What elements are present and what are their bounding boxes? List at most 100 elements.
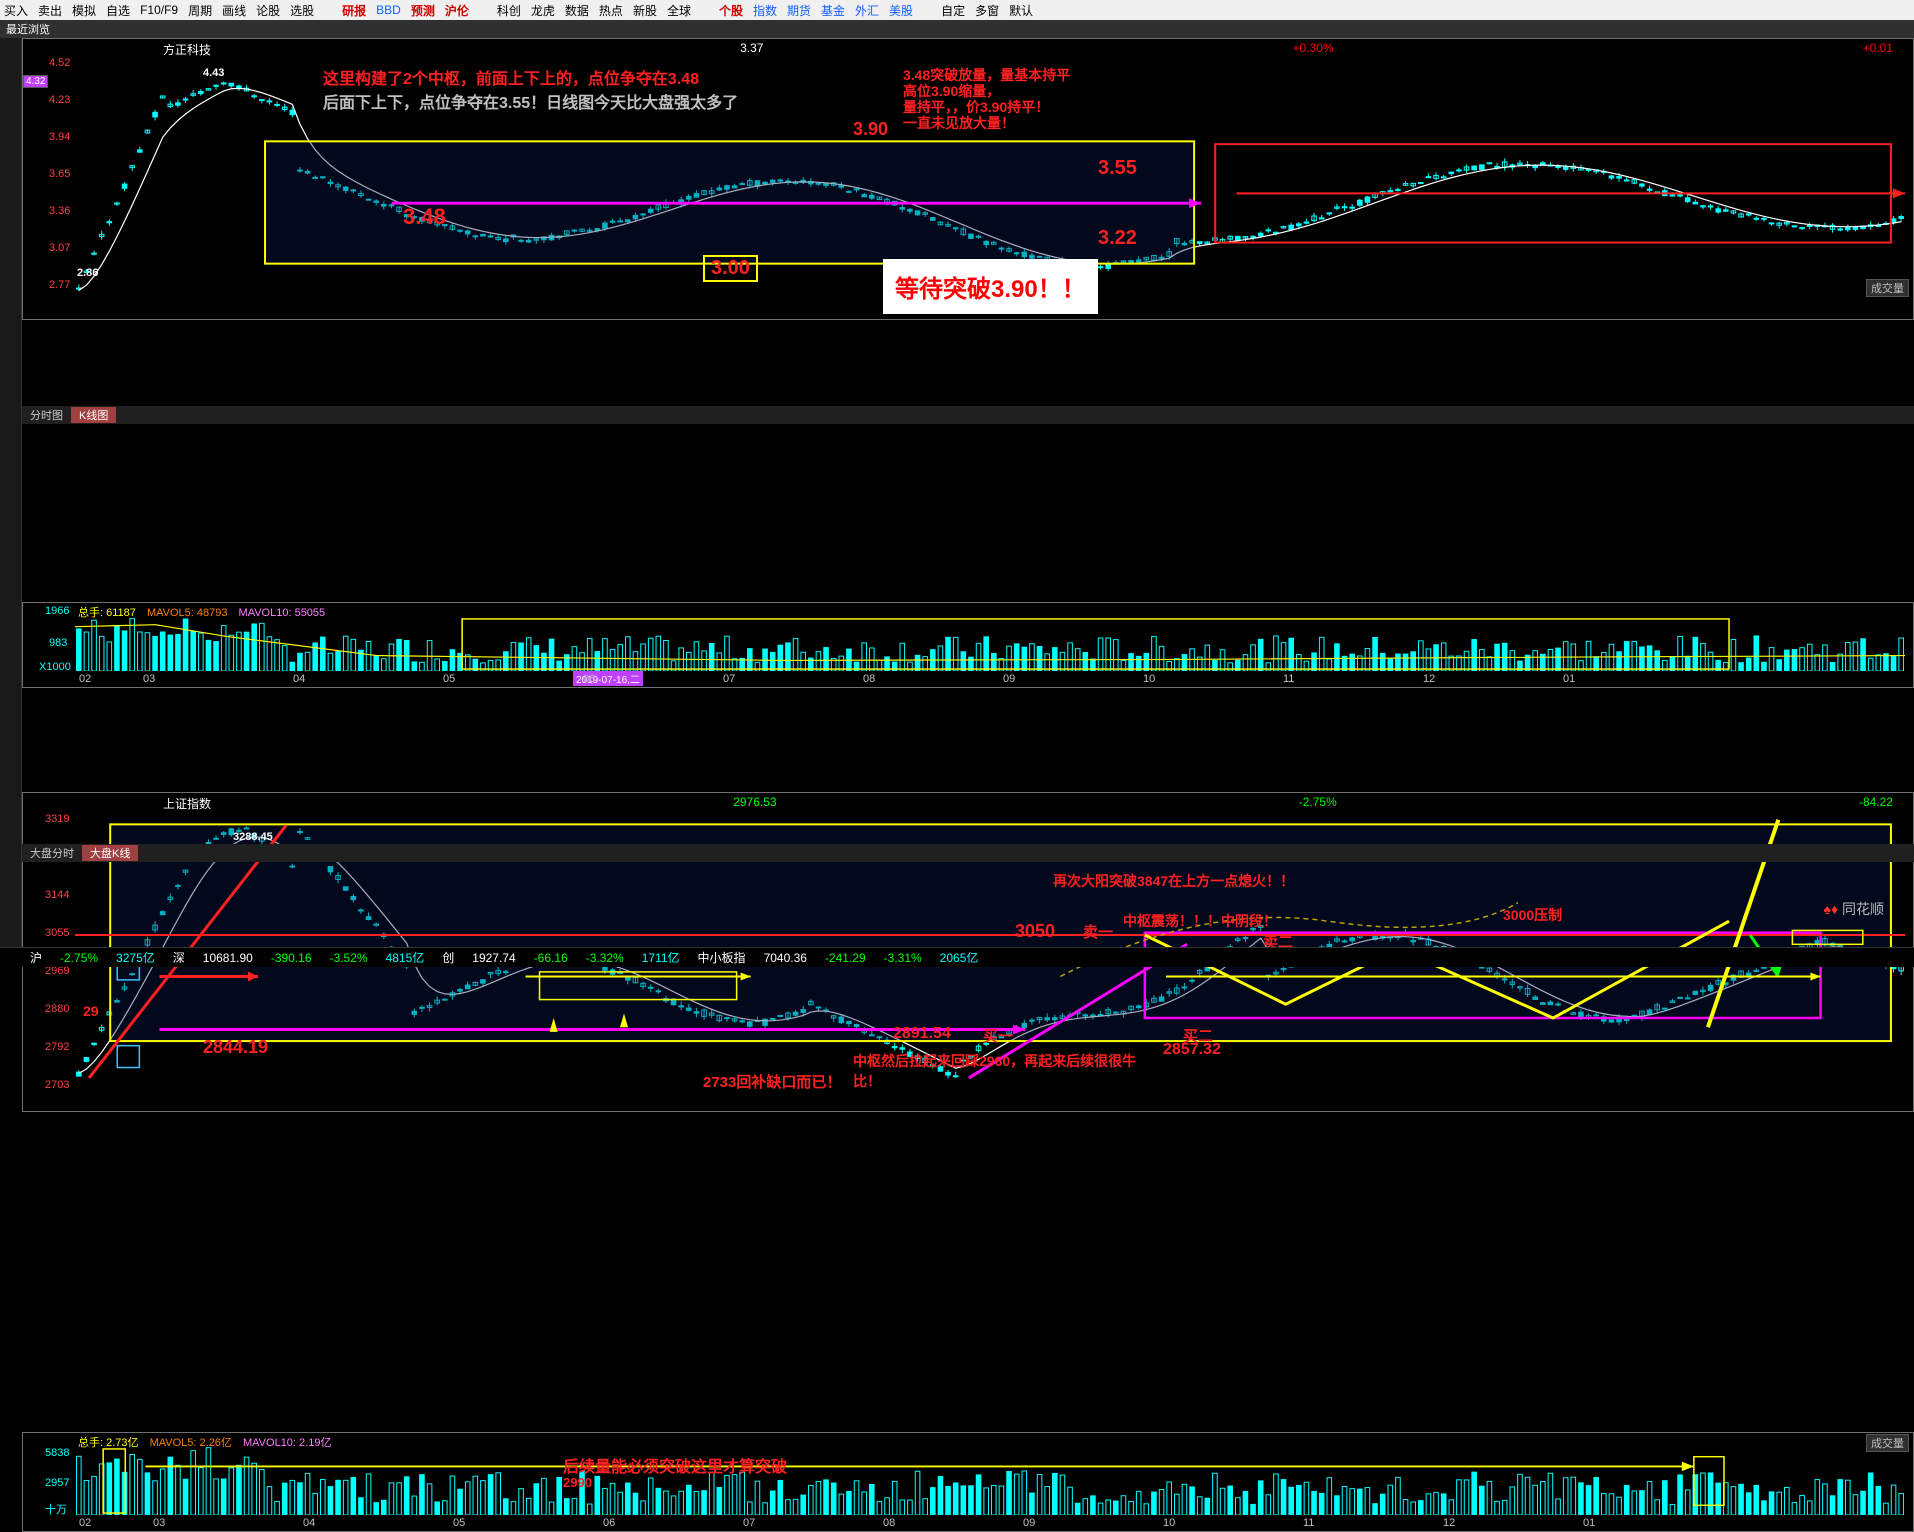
lower-vol-chart[interactable] — [75, 1447, 1905, 1515]
menu-item-hl[interactable]: 期货 — [787, 2, 811, 19]
status-value: 1711亿 — [642, 949, 680, 966]
x-tick: 08 — [863, 673, 875, 685]
y-tick: 1966 — [45, 605, 69, 617]
y-tick: 2.77 — [49, 279, 70, 291]
x-tick: 03 — [143, 673, 155, 685]
menu-item-hl[interactable]: 预测 — [411, 2, 435, 19]
lower-volume-panel[interactable]: 总手: 2.73亿 MAVOL5: 2.26亿 MAVOL10: 2.19亿 成… — [22, 1432, 1914, 1532]
menu-item[interactable]: 卖出 — [38, 2, 62, 19]
y-tick: 4.52 — [49, 57, 70, 69]
menu-item-hl[interactable]: 基金 — [821, 2, 845, 19]
status-value: -66.16 — [534, 951, 568, 965]
menu-item-hl[interactable]: 外汇 — [855, 2, 879, 19]
upper-vol-chart[interactable] — [75, 617, 1905, 671]
menu-item-hl[interactable]: BBD — [376, 3, 401, 17]
status-label: 中小板指 — [698, 949, 746, 966]
status-label: 创 — [442, 949, 454, 966]
menu-item[interactable]: 买入 — [4, 2, 28, 19]
menu-item[interactable]: 选股 — [290, 2, 314, 19]
menu-item[interactable]: 画线 — [222, 2, 246, 19]
menu-item-hl[interactable]: 指数 — [753, 2, 777, 19]
y-tick: 3.94 — [49, 131, 70, 143]
price-badge: 4.32 — [23, 75, 48, 88]
y-tick: 2957 — [45, 1477, 69, 1489]
status-bar: 沪 -2.75% 3275亿 深 10681.90 -390.16 -3.52%… — [0, 947, 1914, 967]
x-tick: 08 — [883, 1517, 895, 1529]
y-tick: 983 — [49, 637, 67, 649]
status-value: -2.75% — [60, 951, 98, 965]
y-tick: 2880 — [45, 1003, 69, 1015]
x-tick: 06 — [583, 673, 595, 685]
y-tick: 2703 — [45, 1079, 69, 1091]
main-area: 方正科技 3.37 +0.30% +0.01 4.32 4.52 4.23 3.… — [22, 38, 1914, 947]
y-tick: 4.23 — [49, 94, 70, 106]
menu-item[interactable]: F10/F9 — [140, 3, 178, 17]
y-tick: 3.36 — [49, 205, 70, 217]
upper-price-panel[interactable]: 方正科技 3.37 +0.30% +0.01 4.32 4.52 4.23 3.… — [22, 38, 1914, 320]
x-tick: 05 — [443, 673, 455, 685]
x-tick: 11 — [1283, 673, 1294, 685]
menu-item[interactable]: 全球 — [667, 2, 691, 19]
menu-item[interactable]: 论股 — [256, 2, 280, 19]
y-tick: 3319 — [45, 813, 69, 825]
menu-item[interactable]: 热点 — [599, 2, 623, 19]
x-tick: 05 — [453, 1517, 465, 1529]
y-tick: 2792 — [45, 1041, 69, 1053]
menu-item[interactable]: 新股 — [633, 2, 657, 19]
left-rail[interactable] — [0, 38, 22, 947]
logo-text: 同花顺 — [1842, 901, 1884, 917]
x-tick: 07 — [723, 673, 735, 685]
logo: ♠♦ 同花顺 — [1824, 899, 1884, 919]
menu-item-hl[interactable]: 美股 — [889, 2, 913, 19]
stock-price: 3.37 — [740, 41, 763, 58]
index-price: 2976.53 — [733, 795, 776, 812]
tab-index-timeshare[interactable]: 大盘分时 — [22, 845, 82, 861]
y-tick: 3144 — [45, 889, 69, 901]
x-tick: 12 — [1423, 673, 1435, 685]
x-tick: 02 — [79, 673, 91, 685]
vol-right-label: 成交量 — [1866, 279, 1909, 297]
menu-item[interactable]: 自选 — [106, 2, 130, 19]
x-tick: 10 — [1163, 1517, 1175, 1529]
status-label: 沪 — [30, 949, 42, 966]
stock-pct: +0.30% — [1293, 41, 1334, 58]
menu-item-hl[interactable]: 研报 — [342, 2, 366, 19]
x-tick: 06 — [603, 1517, 615, 1529]
status-value: 10681.90 — [203, 951, 253, 965]
menu-item[interactable]: 龙虎 — [531, 2, 555, 19]
x-tick: 07 — [743, 1517, 755, 1529]
x-tick: 12 — [1443, 1517, 1455, 1529]
y-tick: 5838 — [45, 1447, 69, 1459]
status-value: -3.52% — [330, 951, 368, 965]
menu-item[interactable]: 模拟 — [72, 2, 96, 19]
stock-pct2: +0.01 — [1863, 41, 1893, 58]
status-value: -241.29 — [825, 951, 866, 965]
menu-item-hl[interactable]: 沪伦 — [445, 2, 469, 19]
y-tick: 3055 — [45, 927, 69, 939]
y-tick: 3.65 — [49, 168, 70, 180]
menu-item[interactable]: 自定 — [941, 2, 965, 19]
x-tick: 09 — [1023, 1517, 1035, 1529]
tab-timeshare[interactable]: 分时图 — [22, 407, 71, 423]
menu-item[interactable]: 多窗 — [975, 2, 999, 19]
menu-item[interactable]: 默认 — [1009, 2, 1033, 19]
status-label: 深 — [173, 949, 185, 966]
recent-browse-bar[interactable]: 最近浏览 — [0, 20, 1914, 38]
x-tick: 09 — [1003, 673, 1015, 685]
tab-index-kline[interactable]: 大盘K线 — [82, 845, 138, 861]
status-value: -3.31% — [884, 951, 922, 965]
y-tick: 3.07 — [49, 242, 70, 254]
menu-item[interactable]: 科创 — [497, 2, 521, 19]
y-tick: 十万 — [45, 1501, 67, 1517]
menu-item[interactable]: 周期 — [188, 2, 212, 19]
menu-item[interactable]: 数据 — [565, 2, 589, 19]
status-value: 1927.74 — [472, 951, 515, 965]
tab-kline[interactable]: K线图 — [71, 407, 116, 423]
status-value: 3275亿 — [116, 949, 155, 966]
menu-item-hl[interactable]: 个股 — [719, 2, 743, 19]
status-value: 4815亿 — [386, 949, 425, 966]
status-value: -3.32% — [586, 951, 624, 965]
status-value: -390.16 — [271, 951, 312, 965]
upper-title-row: 方正科技 3.37 +0.30% +0.01 — [163, 41, 1893, 58]
upper-volume-panel[interactable]: 总手: 61187 MAVOL5: 48793 MAVOL10: 55055 1… — [22, 602, 1914, 688]
